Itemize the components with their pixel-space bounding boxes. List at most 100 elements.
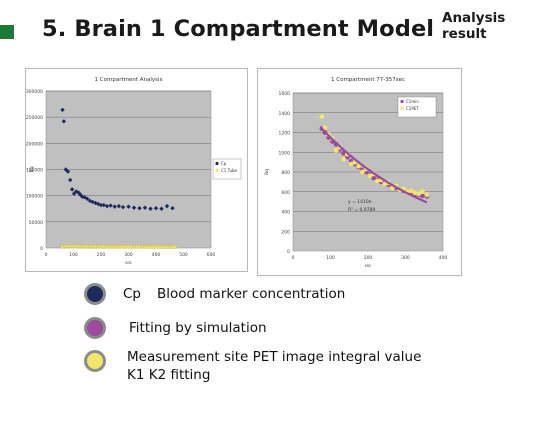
x-tick-label: 300 [124,252,133,258]
data-point [148,206,153,211]
data-point [68,177,73,183]
data-point [416,191,422,197]
legend-item-fitting: Fitting by simulation [84,316,484,340]
title-bullet [0,25,14,39]
legend-entry: C1PET [406,106,419,111]
legend-label-blood-marker: Blood marker concentration [157,286,346,302]
chart-annotation: y = 1410e [348,199,372,205]
x-tick-label: 0 [45,252,48,258]
data-point [63,167,68,172]
data-point [101,202,106,208]
data-point [408,188,414,194]
data-point [120,204,126,210]
data-point [71,191,77,196]
y-tick-label: 1600 [279,91,291,97]
data-point [172,244,178,249]
y-tick-label: 200 [281,229,290,235]
data-point [356,163,362,169]
data-point [60,107,65,113]
data-point [137,206,142,211]
data-point [333,147,339,153]
y-tick-label: 1200 [279,131,291,137]
x-tick-label: 200 [97,252,106,258]
x-tick-label: 300 [401,255,410,261]
data-point [85,196,90,202]
y-tick-label: 400 [281,210,290,216]
subtitle-line-2: result [442,26,487,42]
legend-marker [400,106,404,111]
slide-title: 5. Brain 1 Compartment Model [42,16,435,42]
data-point [164,203,170,209]
y-tick-label: 800 [281,170,290,176]
legend-box [212,158,242,180]
x-tick-label: 200 [364,255,373,261]
chart-annotation: R² = 0.9789 [348,207,375,213]
x-tick-label: 0 [292,255,295,261]
y-tick-label: 100000 [26,194,43,200]
legend-marker [215,168,219,173]
y-tick-label: 50000 [29,220,43,226]
x-tick-label: 400 [439,255,448,261]
x-tick-label: 100 [69,252,78,258]
data-point [424,192,430,198]
legend-item-pet-measurement: Measurement site PET image integral valu… [84,348,504,388]
y-tick-label: 0 [287,249,290,255]
y-tick-label: 1000 [279,150,291,156]
x-axis-label: sec [365,263,372,268]
y-tick-label: 150000 [26,168,43,174]
data-point [419,193,425,199]
legend-label-fitting: Fitting by simulation [129,320,267,336]
data-point [359,169,365,175]
x-tick-label: 100 [326,255,335,261]
y-tick-label: 300000 [26,89,43,95]
data-point [159,206,164,211]
data-point [153,206,159,211]
y-tick-label: 0 [40,246,43,252]
y-tick-label: 600 [281,190,290,196]
data-point [412,190,418,196]
legend-label-pet-measurement: Measurement site PET image integral valu… [127,349,422,365]
data-point [322,125,328,130]
fit-curve [321,127,428,204]
data-point [65,169,71,174]
legend-entry: C1min [406,99,419,104]
data-point [419,189,425,195]
data-point [170,206,175,211]
legend-dot-fitting [84,317,106,339]
legend-box [397,96,437,118]
data-point [341,156,347,162]
legend-item-blood-marker: Cp Blood marker concentration [84,282,484,306]
subtitle-line-1: Analysis [442,10,506,26]
legend-dot-pet-measurement [84,350,106,372]
legend-entry: C1 Tube [221,168,238,173]
x-axis-label: sec [125,260,132,265]
data-point [108,203,113,208]
slide-subtitle: Analysis result [442,10,505,42]
chart-1-svg: 1 Compartment Analysis 0 50000 100000 150000… [26,77,242,265]
data-point [61,119,67,124]
x-tick-label: 400 [152,252,161,258]
y-axis-label: Bq [264,169,270,175]
data-point [104,203,110,209]
y-tick-label: 1400 [279,111,291,117]
legend-marker [215,161,219,166]
data-point [112,204,117,209]
data-point [382,181,388,187]
legend-dot-blood-marker [84,283,106,305]
chart-compartment-77-357sec: 1 Compartment 77-357sec 0 200 400 600 800 1000… [257,68,462,276]
legend-symbol-cp: Cp [123,286,141,302]
legend-label-k1-k2: K1 K2 fitting [127,367,211,383]
x-tick-label: 600 [207,252,216,258]
data-point [348,161,354,167]
x-tick-label: 500 [179,252,188,258]
data-point [98,202,104,208]
data-point [116,203,122,209]
y-axis-label: Bq [29,166,35,172]
chart-compartment-analysis: 1 Compartment Analysis 0 50000 100000 150000… [25,68,248,272]
data-point [374,178,380,184]
data-point [371,175,377,181]
data-point [367,173,373,179]
chart-title: 1 Compartment Analysis [95,77,163,83]
y-tick-label: 250000 [26,115,43,121]
legend-entry: Cp [221,161,227,166]
